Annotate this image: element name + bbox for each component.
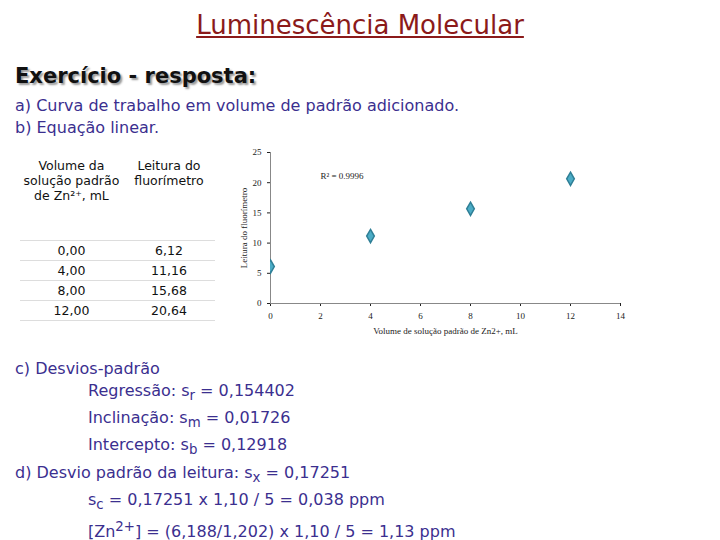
html-text:c) Desvios-padrão: c) Desvios-padrão xyxy=(15,359,160,378)
html-text:Intercepto: sb= 0,12918: Intercepto: sb= 0,12918 xyxy=(88,435,288,458)
html-text:Exercício - resposta:: Exercício - resposta: xyxy=(15,64,257,88)
svg-text:12: 12 xyxy=(566,311,575,321)
svg-text:25: 25 xyxy=(253,147,263,157)
html-text:11,16: 11,16 xyxy=(151,263,187,278)
html-text:Leitura do fluorímetro: Leitura do fluorímetro xyxy=(134,158,204,188)
svg-text:4: 4 xyxy=(368,311,373,321)
svg-text:14: 14 xyxy=(616,311,626,321)
svg-text:R² = 0.9996: R² = 0.9996 xyxy=(321,171,365,181)
svg-text:Leitura do fluorímetro: Leitura do fluorímetro xyxy=(239,187,249,268)
html-text:12,00: 12,00 xyxy=(53,303,90,318)
html-text:15,68: 15,68 xyxy=(151,283,187,298)
html-text:0,00: 0,00 xyxy=(57,243,86,258)
svg-text:0: 0 xyxy=(257,298,262,308)
html-text:Luminescência Molecular: Luminescência Molecular xyxy=(196,10,524,40)
svg-text:10: 10 xyxy=(516,311,526,321)
svg-text:Volume de solução padrão de Zn: Volume de solução padrão de Zn2+, mL xyxy=(373,326,518,336)
html-text:sc= 0,17251 x 1,10 / 5 = 0,038: sc= 0,17251 x 1,10 / 5 = 0,038 ppm xyxy=(88,489,385,512)
html-text:2+: 2+ xyxy=(115,518,135,534)
svg-text:2: 2 xyxy=(318,311,323,321)
html-text:Regressão: sr= 0,154402: Regressão: sr= 0,154402 xyxy=(88,381,295,404)
html-text:6,12: 6,12 xyxy=(155,243,183,258)
svg-text:8: 8 xyxy=(468,311,473,321)
html-text:Volume da solução padrão de Zn: Volume da solução padrão de Zn²⁺, mL xyxy=(23,158,120,203)
svg-text:5: 5 xyxy=(257,268,262,278)
svg-text:6: 6 xyxy=(418,311,423,321)
html-text:Inclinação: sm= 0,01726: Inclinação: sm= 0,01726 xyxy=(88,408,291,431)
html-text:4,00: 4,00 xyxy=(57,263,86,278)
html-text:a) Curva de trabalho em volume: a) Curva de trabalho em volume de padrão… xyxy=(15,96,459,115)
html-text:d) Desvio padrão da leitura: s: d) Desvio padrão da leitura: sx= 0,17251 xyxy=(15,462,351,485)
svg-text:10: 10 xyxy=(253,238,263,248)
svg-text:20: 20 xyxy=(253,178,263,188)
svg-text:15: 15 xyxy=(253,208,263,218)
svg-text:0: 0 xyxy=(268,311,273,321)
html-text:8,00: 8,00 xyxy=(57,283,86,298)
html-text:20,64: 20,64 xyxy=(151,303,187,318)
html-text:b) Equação linear.: b) Equação linear. xyxy=(15,118,159,137)
